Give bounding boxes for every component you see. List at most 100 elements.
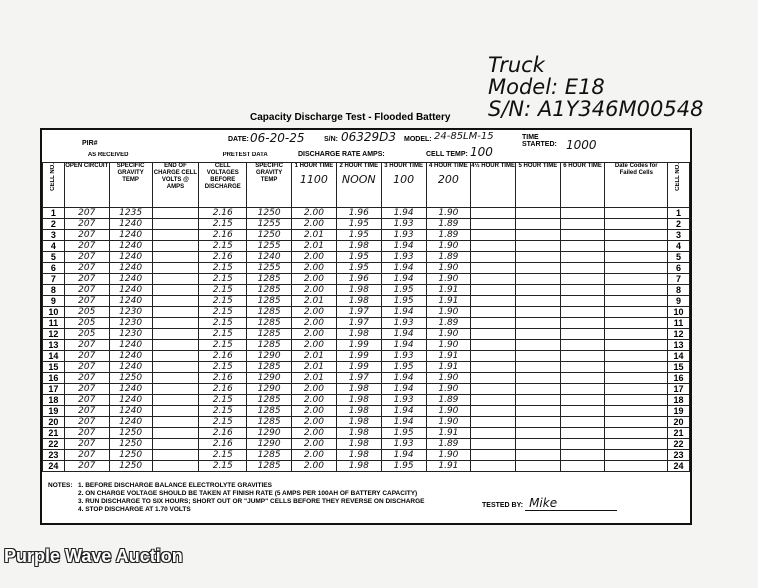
table-row: 18 207 1240 2.15 1285 2.00 1.98 1.93 1.89 18 (42, 394, 690, 406)
reading-cell: 2.15 (198, 218, 248, 230)
reading-cell (470, 460, 516, 472)
reading-cell: 207 (63, 438, 110, 450)
reading-cell: 2.00 (291, 460, 337, 472)
tested-by-signature: Mike (525, 496, 618, 511)
reading-cell (151, 427, 200, 439)
reading-cell: 2.16 (198, 251, 248, 263)
watermark-logo: Purple Wave Auction (4, 546, 183, 566)
reading-cell: 1255 (246, 240, 293, 252)
reading-cell (559, 229, 606, 241)
reading-cell (515, 207, 561, 219)
reading-cell (151, 218, 200, 230)
reading-cell: 2.16 (198, 438, 248, 450)
cell-number: 21 (667, 427, 690, 439)
date-code-cell (604, 273, 669, 285)
reading-cell (151, 383, 200, 395)
reading-cell: 1.89 (425, 317, 472, 329)
cell-number: 3 (667, 229, 690, 241)
table-row: 21 207 1250 2.16 1290 2.00 1.98 1.95 1.91 21 (42, 427, 690, 439)
column-header-cell: 2 HOUR TIME NOON (335, 162, 382, 208)
reading-cell: 1.98 (335, 449, 382, 461)
reading-cell (470, 317, 516, 329)
model-label: MODEL: (404, 136, 432, 143)
reading-cell: 1230 (108, 317, 153, 329)
discharge-rate-label: DISCHARGE RATE AMPS: (298, 151, 385, 158)
time-entry: 200 (437, 173, 459, 186)
reading-cell (515, 416, 561, 428)
reading-cell (559, 361, 606, 373)
reading-cell: 2.15 (198, 262, 248, 274)
reading-cell: 1.94 (380, 405, 427, 417)
reading-cell (470, 449, 516, 461)
reading-cell: 1.90 (425, 339, 472, 351)
reading-cell (515, 284, 561, 296)
reading-cell: 1.90 (425, 207, 472, 219)
reading-cell: 205 (63, 317, 110, 329)
sn-label: S/N: (324, 136, 338, 143)
reading-cell (470, 383, 516, 395)
cell-number: 5 (42, 251, 65, 263)
reading-cell (151, 339, 200, 351)
reading-cell: 1290 (246, 383, 293, 395)
reading-cell (515, 262, 561, 274)
note-item: 4. STOP DISCHARGE AT 1.70 VOLTS (78, 506, 191, 513)
reading-cell: 1250 (108, 449, 153, 461)
reading-cell: 1285 (246, 284, 293, 296)
table-row: 23 207 1250 2.15 1285 2.00 1.98 1.94 1.90 23 (42, 449, 690, 461)
reading-cell: 1.90 (425, 405, 472, 417)
annotation-line: Truck (488, 53, 545, 77)
reading-cell: 1.94 (380, 449, 427, 461)
reading-cell (151, 361, 200, 373)
reading-cell: 1.90 (425, 372, 472, 384)
notes: NOTES: 1. BEFORE DISCHARGE BALANCE ELECT… (48, 482, 425, 514)
date-code-cell (604, 218, 669, 230)
reading-cell: 1.90 (425, 416, 472, 428)
reading-cell (470, 339, 516, 351)
reading-cell (151, 438, 200, 450)
cell-number: 4 (667, 240, 690, 252)
reading-cell: 1285 (246, 295, 293, 307)
cell-number: 15 (667, 361, 690, 373)
column-header-cell: SPECIFIC GRAVITY TEMP (108, 162, 153, 208)
reading-cell: 1235 (108, 207, 153, 219)
discharge-table: AS RECEIVED PRETEST DATA CELL NO. OPEN CIRC… (42, 152, 690, 472)
reading-cell: 1290 (246, 372, 293, 384)
cell-number: 4 (42, 240, 65, 252)
reading-cell: 1.97 (335, 306, 382, 318)
reading-cell: 1240 (108, 394, 153, 406)
reading-cell (559, 416, 606, 428)
reading-cell: 1240 (108, 295, 153, 307)
reading-cell: 1240 (108, 284, 153, 296)
reading-cell: 1.95 (335, 229, 382, 241)
reading-cell (470, 229, 516, 241)
reading-cell: 1240 (246, 251, 293, 263)
date-code-cell (604, 427, 669, 439)
reading-cell: 1.91 (425, 460, 472, 472)
reading-cell: 1.99 (335, 350, 382, 362)
date-code-cell (604, 229, 669, 241)
table-row: 10 205 1230 2.15 1285 2.00 1.97 1.94 1.90 10 (42, 306, 690, 318)
reading-cell: 1.95 (380, 284, 427, 296)
reading-cell (515, 229, 561, 241)
table-row: 17 207 1240 2.16 1290 2.00 1.98 1.94 1.90 17 (42, 383, 690, 395)
reading-cell (470, 251, 516, 263)
column-header: CELL VOLTAGES BEFORE DISCHARGE (204, 163, 241, 191)
reading-cell: 207 (63, 449, 110, 461)
reading-cell: 1285 (246, 449, 293, 461)
table-row: 5 207 1240 2.16 1240 2.00 1.95 1.93 1.89 5 (42, 251, 690, 263)
reading-cell (559, 339, 606, 351)
reading-cell: 207 (63, 394, 110, 406)
note-item: 2. ON CHARGE VOLTAGE SHOULD BE TAKEN AT … (78, 490, 418, 497)
reading-cell: 207 (63, 218, 110, 230)
reading-cell: 1250 (246, 229, 293, 241)
reading-cell: 207 (63, 251, 110, 263)
reading-cell: 2.01 (291, 229, 337, 241)
reading-cell (470, 361, 516, 373)
reading-cell: 2.01 (291, 350, 337, 362)
reading-cell: 1.95 (335, 251, 382, 263)
cell-number: 23 (667, 449, 690, 461)
test-form: PIR# DATE: 06-20-25 S/N: 06329D3 MODEL: … (40, 128, 692, 525)
cell-number: 19 (42, 405, 65, 417)
reading-cell (470, 394, 516, 406)
reading-cell (559, 460, 606, 472)
